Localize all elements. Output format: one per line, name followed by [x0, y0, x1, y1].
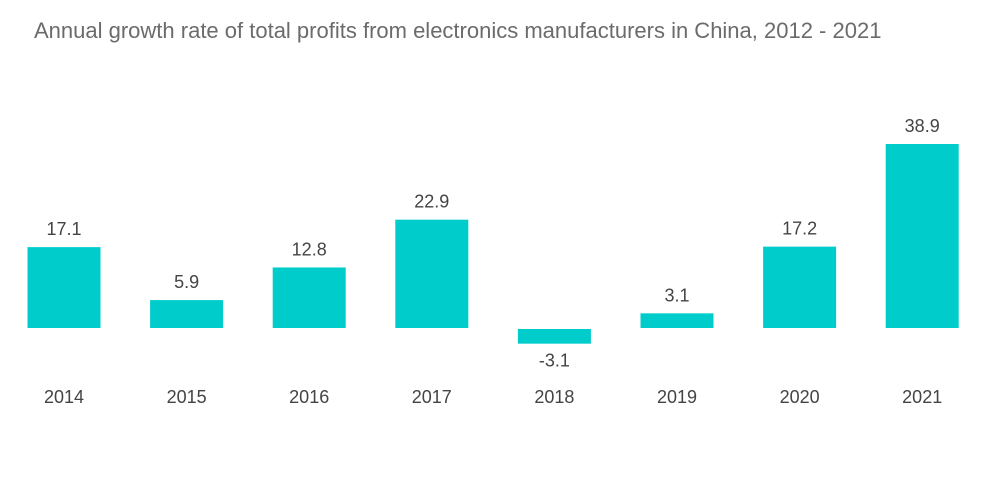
bar-2016: [272, 267, 346, 328]
data-label-2015: 5.9: [174, 272, 199, 292]
x-tick-2019: 2019: [657, 387, 697, 407]
bar-2014: [27, 247, 101, 328]
x-tick-2015: 2015: [167, 387, 207, 407]
data-label-2018: -3.1: [539, 351, 570, 371]
data-label-2020: 17.2: [782, 219, 817, 239]
x-tick-2014: 2014: [44, 387, 84, 407]
data-label-2019: 3.1: [664, 285, 689, 305]
x-tick-2018: 2018: [534, 387, 574, 407]
bar-2017: [395, 219, 469, 328]
x-tick-2017: 2017: [412, 387, 452, 407]
bar-2019: [640, 313, 714, 328]
x-tick-2016: 2016: [289, 387, 329, 407]
data-label-2017: 22.9: [414, 192, 449, 212]
x-tick-2020: 2020: [780, 387, 820, 407]
chart-title: Annual growth rate of total profits from…: [34, 18, 882, 43]
data-label-2014: 17.1: [46, 219, 81, 239]
x-tick-2021: 2021: [902, 387, 942, 407]
data-label-2021: 38.9: [905, 116, 940, 136]
bar-2018: [517, 329, 591, 344]
bar-2015: [150, 300, 224, 328]
data-label-2016: 12.8: [292, 239, 327, 259]
bar-2020: [763, 246, 837, 328]
bar-2021: [885, 144, 959, 328]
